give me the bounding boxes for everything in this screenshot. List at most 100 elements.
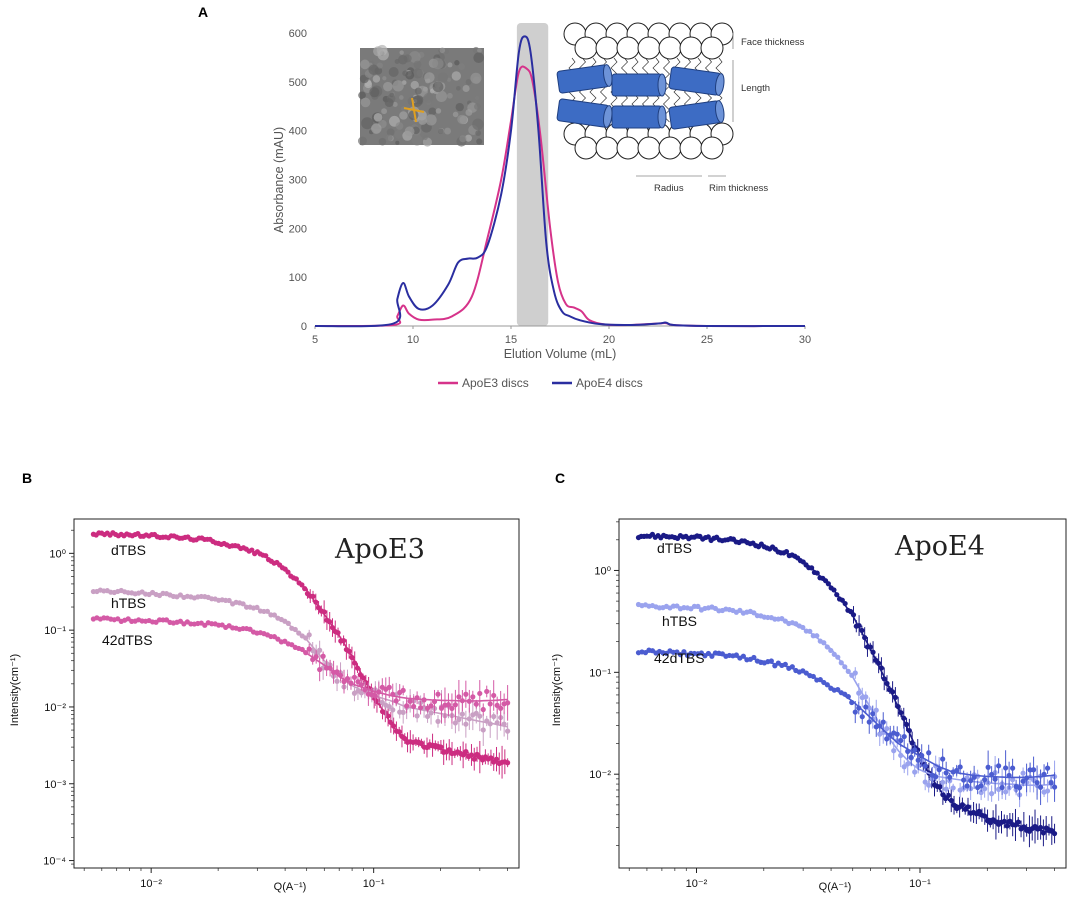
data-point — [263, 553, 269, 559]
data-point — [460, 752, 466, 758]
data-point — [104, 615, 110, 621]
data-point — [898, 737, 904, 744]
data-point — [442, 713, 448, 719]
data-point — [660, 650, 666, 656]
data-point — [99, 530, 105, 536]
legend-label-apoe3: ApoE3 discs — [462, 376, 529, 390]
data-point — [355, 679, 361, 685]
data-point — [803, 562, 809, 568]
data-point — [719, 607, 725, 614]
data-point — [1043, 825, 1049, 831]
data-point — [209, 621, 215, 627]
data-point — [498, 705, 504, 711]
data-point — [866, 705, 872, 711]
data-point — [898, 752, 904, 758]
data-point — [845, 693, 851, 700]
data-point — [1034, 782, 1040, 789]
data-point — [254, 549, 261, 555]
data-point — [670, 603, 677, 609]
data-point — [377, 700, 383, 706]
data-point — [845, 668, 851, 674]
chromatogram-series — [314, 35, 806, 328]
data-point — [691, 534, 697, 540]
data-point — [168, 533, 174, 539]
micrograph-grain — [439, 47, 446, 54]
data-point — [979, 812, 985, 818]
data-point — [779, 662, 785, 669]
data-point — [901, 733, 907, 740]
data-point — [1027, 774, 1033, 781]
data-point — [905, 761, 911, 767]
micrograph-grain — [428, 107, 437, 116]
data-point — [146, 533, 152, 539]
belt-end — [715, 100, 725, 123]
y-tick-label: 10⁰ — [594, 565, 611, 577]
micrograph-grain — [361, 117, 374, 130]
micrograph-grain — [412, 68, 423, 79]
lipid-headgroup — [595, 136, 619, 160]
data-point — [163, 591, 170, 597]
data-point — [712, 650, 719, 656]
data-point — [240, 625, 246, 632]
data-point — [90, 616, 96, 622]
data-point — [498, 714, 504, 721]
data-point — [842, 691, 848, 697]
data-point — [884, 736, 890, 742]
x-tick-label: 25 — [701, 334, 713, 346]
data-point — [307, 593, 313, 599]
data-point — [751, 610, 757, 616]
data-point — [226, 597, 232, 604]
data-point — [265, 557, 272, 563]
data-point — [313, 650, 319, 656]
data-point — [188, 621, 194, 627]
data-point — [656, 648, 663, 655]
x-axis-label: Elution Volume (mL) — [504, 347, 617, 361]
data-point — [642, 650, 649, 656]
sans-apoe4-series — [635, 531, 1058, 848]
micrograph-grain — [373, 46, 384, 57]
data-point — [933, 763, 939, 769]
data-point — [653, 604, 659, 610]
data-point — [726, 607, 732, 613]
data-point — [1037, 773, 1044, 779]
y-tick-label: 400 — [289, 126, 307, 138]
data-point — [354, 665, 361, 671]
data-point — [487, 721, 493, 727]
data-point — [982, 777, 988, 783]
fit-line — [638, 605, 1055, 786]
data-point — [386, 684, 392, 690]
sans-apoe4-y-axis-label: Intensity(cm⁻¹) — [551, 654, 563, 726]
data-point — [755, 544, 762, 550]
data-point — [129, 533, 135, 539]
data-point — [800, 668, 806, 674]
data-point — [922, 779, 928, 785]
data-point — [351, 674, 358, 680]
data-point — [820, 575, 826, 581]
data-point — [445, 702, 452, 708]
data-point — [442, 702, 448, 708]
data-point — [365, 691, 371, 697]
data-point — [929, 772, 935, 778]
micrograph-grain — [447, 62, 453, 68]
lipid-headgroup — [700, 136, 724, 160]
data-point — [912, 744, 918, 751]
data-point — [491, 713, 497, 720]
fit-line — [638, 650, 1055, 779]
data-point — [881, 676, 887, 682]
data-point — [334, 669, 340, 675]
data-point — [1003, 789, 1009, 795]
data-point — [233, 599, 239, 605]
data-point — [107, 532, 113, 538]
rim-thickness-label: Rim thickness — [709, 183, 768, 194]
data-point — [424, 713, 431, 720]
data-point — [463, 721, 469, 727]
data-point — [814, 677, 820, 683]
data-point — [999, 781, 1005, 787]
data-point — [959, 802, 966, 808]
data-point — [317, 666, 323, 673]
data-point — [177, 618, 184, 624]
data-point — [1030, 767, 1037, 773]
data-point — [310, 656, 316, 663]
panel-label-c: C — [555, 470, 566, 486]
